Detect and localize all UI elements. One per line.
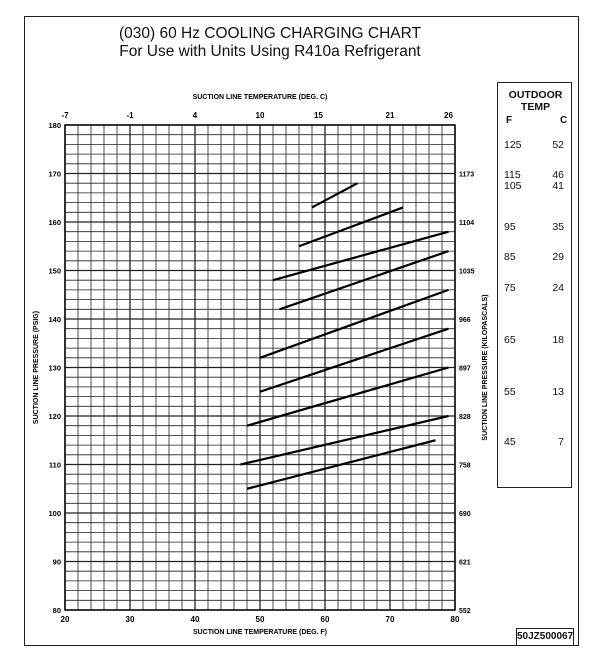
legend-temp-c: 24: [552, 282, 564, 294]
x2-tick-label: 10: [256, 111, 265, 120]
charging-line-1: [311, 182, 359, 209]
legend-temp-c: 46: [552, 169, 564, 181]
chart-frame: [24, 16, 579, 646]
legend-temp-f: 65: [504, 334, 516, 346]
y-tick-label: 130: [48, 364, 61, 373]
x-tick-label: 30: [126, 615, 135, 624]
legend-temp-c: 13: [552, 386, 564, 398]
x-tick-label: 60: [321, 615, 330, 624]
charging-line-2: [298, 206, 404, 248]
figure-code: 50JZ500067: [516, 628, 574, 646]
y-tick-label: 170: [48, 170, 61, 179]
x-tick-label: 40: [191, 615, 200, 624]
legend-temp-f: 105: [504, 180, 522, 192]
x-tick-label: 50: [256, 615, 265, 624]
y-tick-label: 100: [48, 509, 61, 518]
legend-temp-f: 45: [504, 436, 516, 448]
y-tick-label: 80: [53, 606, 61, 615]
y2-tick-label: 1173: [459, 172, 474, 179]
y2-axis-title: SUCTION LINE PRESSURE (KILOPASCALS): [482, 294, 489, 440]
legend-temp-c: 52: [552, 139, 564, 151]
y2-tick-label: 828: [459, 414, 471, 421]
legend-temp-c: 18: [552, 334, 564, 346]
legend-col-f: F: [506, 115, 513, 126]
charging-line-5: [259, 288, 449, 359]
charging-line-9: [246, 439, 436, 490]
x2-tick-label: 21: [386, 111, 395, 120]
x2-tick-label: 15: [314, 111, 323, 120]
y2-tick-label: 966: [459, 317, 471, 324]
x-axis-title: SUCTION LINE TEMPERATURE (DEG. F): [193, 629, 327, 636]
legend-temp-f: 85: [504, 251, 516, 263]
legend-temp-f: 55: [504, 386, 516, 398]
y-tick-label: 120: [48, 412, 61, 421]
plot-area-border: [64, 124, 456, 611]
legend-title-line1: OUTDOOR: [508, 89, 563, 101]
y2-tick-label: 690: [459, 511, 471, 518]
y-tick-label: 90: [53, 558, 61, 567]
y-tick-label: 150: [48, 267, 61, 276]
y2-tick-label: 758: [459, 463, 471, 470]
x-tick-label: 20: [61, 615, 70, 624]
charging-line-7: [246, 366, 449, 427]
x-tick-label: 70: [386, 615, 395, 624]
y2-tick-label: 897: [459, 366, 471, 373]
legend-temp-c: 7: [558, 436, 564, 448]
legend-temp-f: 125: [504, 139, 522, 151]
legend-temp-f: 95: [504, 221, 516, 233]
legend-temp-f: 115: [504, 169, 521, 181]
y-axis-title: SUCTION LINE PRESSURE (PSIG): [33, 311, 40, 424]
x2-tick-label: -1: [126, 111, 134, 120]
y2-tick-label: 1104: [459, 220, 474, 227]
legend-temp-c: 41: [552, 180, 564, 192]
charging-line-6: [259, 327, 449, 393]
y2-tick-label: 621: [459, 560, 471, 567]
legend-temp-f: 75: [504, 282, 516, 294]
charging-line-3: [272, 230, 449, 282]
legend-col-c: C: [560, 115, 568, 126]
legend-title-line2: TEMP: [520, 101, 551, 113]
y-tick-label: 180: [48, 121, 61, 130]
legend-temp-c: 29: [552, 251, 564, 263]
legend-temp-c: 35: [552, 221, 564, 233]
outdoor-temp-legend: OUTDOOR TEMP F C 125 52 115 46 105 41 95 35 85 29…: [497, 82, 572, 488]
y-tick-label: 160: [48, 218, 61, 227]
y2-tick-label: 1035: [459, 269, 475, 276]
chart-subtitle: For Use with Units Using R410a Refrigera…: [119, 43, 421, 60]
x2-tick-label: 26: [444, 111, 453, 120]
y2-tick-label: 552: [459, 608, 471, 615]
y-tick-label: 110: [49, 461, 61, 470]
charging-line-8: [240, 414, 449, 466]
x2-tick-label: 4: [193, 111, 198, 120]
x2-tick-label: -7: [61, 111, 69, 120]
y-tick-label: 140: [48, 315, 61, 324]
x2-axis-title: SUCTION LINE TEMPERATURE (DEG. C): [193, 94, 328, 101]
x-tick-label: 80: [451, 615, 460, 624]
chart-title: (030) 60 Hz COOLING CHARGING CHART: [118, 25, 422, 42]
charging-line-4: [279, 250, 449, 311]
